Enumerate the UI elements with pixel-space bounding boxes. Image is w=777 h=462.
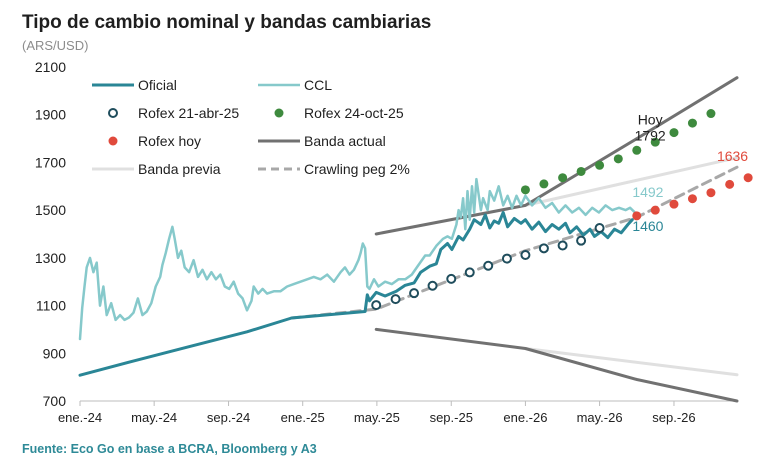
legend-ccl-label: CCL <box>304 77 332 93</box>
annotation-label: Hoy <box>638 111 663 127</box>
series-banda-previa-lower-line <box>523 347 739 377</box>
series-rofex-hoy-point <box>706 188 716 198</box>
series-rofex-21-abr-25-point <box>446 273 457 284</box>
y-tick-label: 1900 <box>35 107 66 123</box>
y-tick-label: 1500 <box>35 202 66 218</box>
x-tick-label: may.-24 <box>131 410 177 425</box>
series-rofex-24-oct-25-point <box>539 179 549 189</box>
series-rofex-21-abr-25-point <box>371 300 382 311</box>
series-rofex-24-oct-25-point <box>669 128 679 138</box>
series-rofex-hoy-point <box>632 211 642 221</box>
series-rofex-24-oct-25-point <box>576 166 586 176</box>
legend-rofex-hoy-label: Rofex hoy <box>138 133 201 149</box>
legend-oficial-label: Oficial <box>138 77 177 93</box>
axes: 700 900 1100 1300 1500 1700 1900 2100 ene.-24 may… <box>35 59 737 425</box>
series-oficial-line <box>78 211 634 377</box>
x-tick-label: ene.-24 <box>58 410 102 425</box>
legend-rofex-24-oct-25-swatch <box>274 108 284 118</box>
x-tick-label: may.-25 <box>354 410 400 425</box>
series-rofex-21-abr-25-point <box>409 288 420 299</box>
y-tick-label: 2100 <box>35 59 66 75</box>
annotation-label: 1636 <box>717 148 748 164</box>
chart-title: Tipo de cambio nominal y bandas cambiari… <box>22 12 432 33</box>
series-rofex-24-oct-25-point <box>520 185 530 195</box>
series-rofex-24-oct-25-point <box>650 137 660 147</box>
series-rofex-24-oct-25-point <box>613 154 623 164</box>
plot-area <box>78 76 753 403</box>
y-tick-label: 1700 <box>35 154 66 170</box>
x-tick-label: sep.-26 <box>652 410 695 425</box>
legend-banda-previa-label: Banda previa <box>138 161 221 177</box>
x-tick-label: ene.-26 <box>503 410 547 425</box>
series-rofex-21-abr-25-point <box>390 294 401 305</box>
x-tick-label: sep.-24 <box>207 410 250 425</box>
y-tick-label: 1300 <box>35 250 66 266</box>
series-rofex-24-oct-25-point <box>687 118 697 128</box>
series-rofex-21-abr-25-point <box>520 249 531 260</box>
series-rofex-21-abr-25-point <box>594 223 605 234</box>
series-banda-actual-lower-line <box>374 327 739 403</box>
series-crawling-peg-2-line <box>290 165 739 320</box>
annotation-label: 1792 <box>635 127 666 143</box>
annotation-label: 1460 <box>632 218 663 234</box>
series-rofex-21-abr-25-point <box>427 280 438 291</box>
series-rofex-24-oct-25-point <box>558 173 568 183</box>
y-tick-label: 700 <box>43 393 67 409</box>
unit-label: (ARS/USD) <box>22 38 89 53</box>
series-rofex-21-abr-25-point <box>557 240 568 251</box>
y-tick-label: 1100 <box>36 298 66 314</box>
series-banda-previa-upper-line <box>523 156 739 207</box>
series-rofex-hoy-point <box>725 179 735 189</box>
annotation-label: 1492 <box>632 184 663 200</box>
legend: Oficial CCL Rofex 21-abr-25 Rofex 24-oct-25… <box>92 77 410 177</box>
series-rofex-21-abr-25-point <box>576 235 587 246</box>
x-tick-label: ene.-25 <box>281 410 325 425</box>
legend-rofex-hoy-swatch <box>108 136 118 146</box>
series-ccl-line <box>78 177 636 341</box>
legend-rofex-21-abr-25-label: Rofex 21-abr-25 <box>138 105 239 121</box>
x-tick-label: sep.-25 <box>430 410 473 425</box>
series-rofex-hoy-point <box>650 205 660 215</box>
legend-rofex-21-abr-25-swatch <box>108 108 118 118</box>
y-tick-label: 900 <box>43 345 67 361</box>
series-rofex-hoy-point <box>687 194 697 204</box>
series-rofex-hoy-point <box>669 199 679 209</box>
series-rofex-hoy-point <box>743 173 753 183</box>
series-rofex-24-oct-25-point <box>632 145 642 155</box>
legend-crawling-peg-2-label: Crawling peg 2% <box>304 161 410 177</box>
legend-banda-actual-label: Banda actual <box>304 133 386 149</box>
legend-rofex-24-oct-25-label: Rofex 24-oct-25 <box>304 105 404 121</box>
series-rofex-21-abr-25-point <box>501 253 512 264</box>
series-rofex-21-abr-25-point <box>483 260 494 271</box>
series-rofex-24-oct-25-point <box>595 160 605 170</box>
x-tick-label: may.-26 <box>577 410 623 425</box>
source-note: Fuente: Eco Go en base a BCRA, Bloomberg… <box>22 442 317 456</box>
series-rofex-24-oct-25-point <box>706 109 716 119</box>
series-rofex-21-abr-25-point <box>464 267 475 278</box>
series-rofex-21-abr-25-point <box>538 243 549 254</box>
